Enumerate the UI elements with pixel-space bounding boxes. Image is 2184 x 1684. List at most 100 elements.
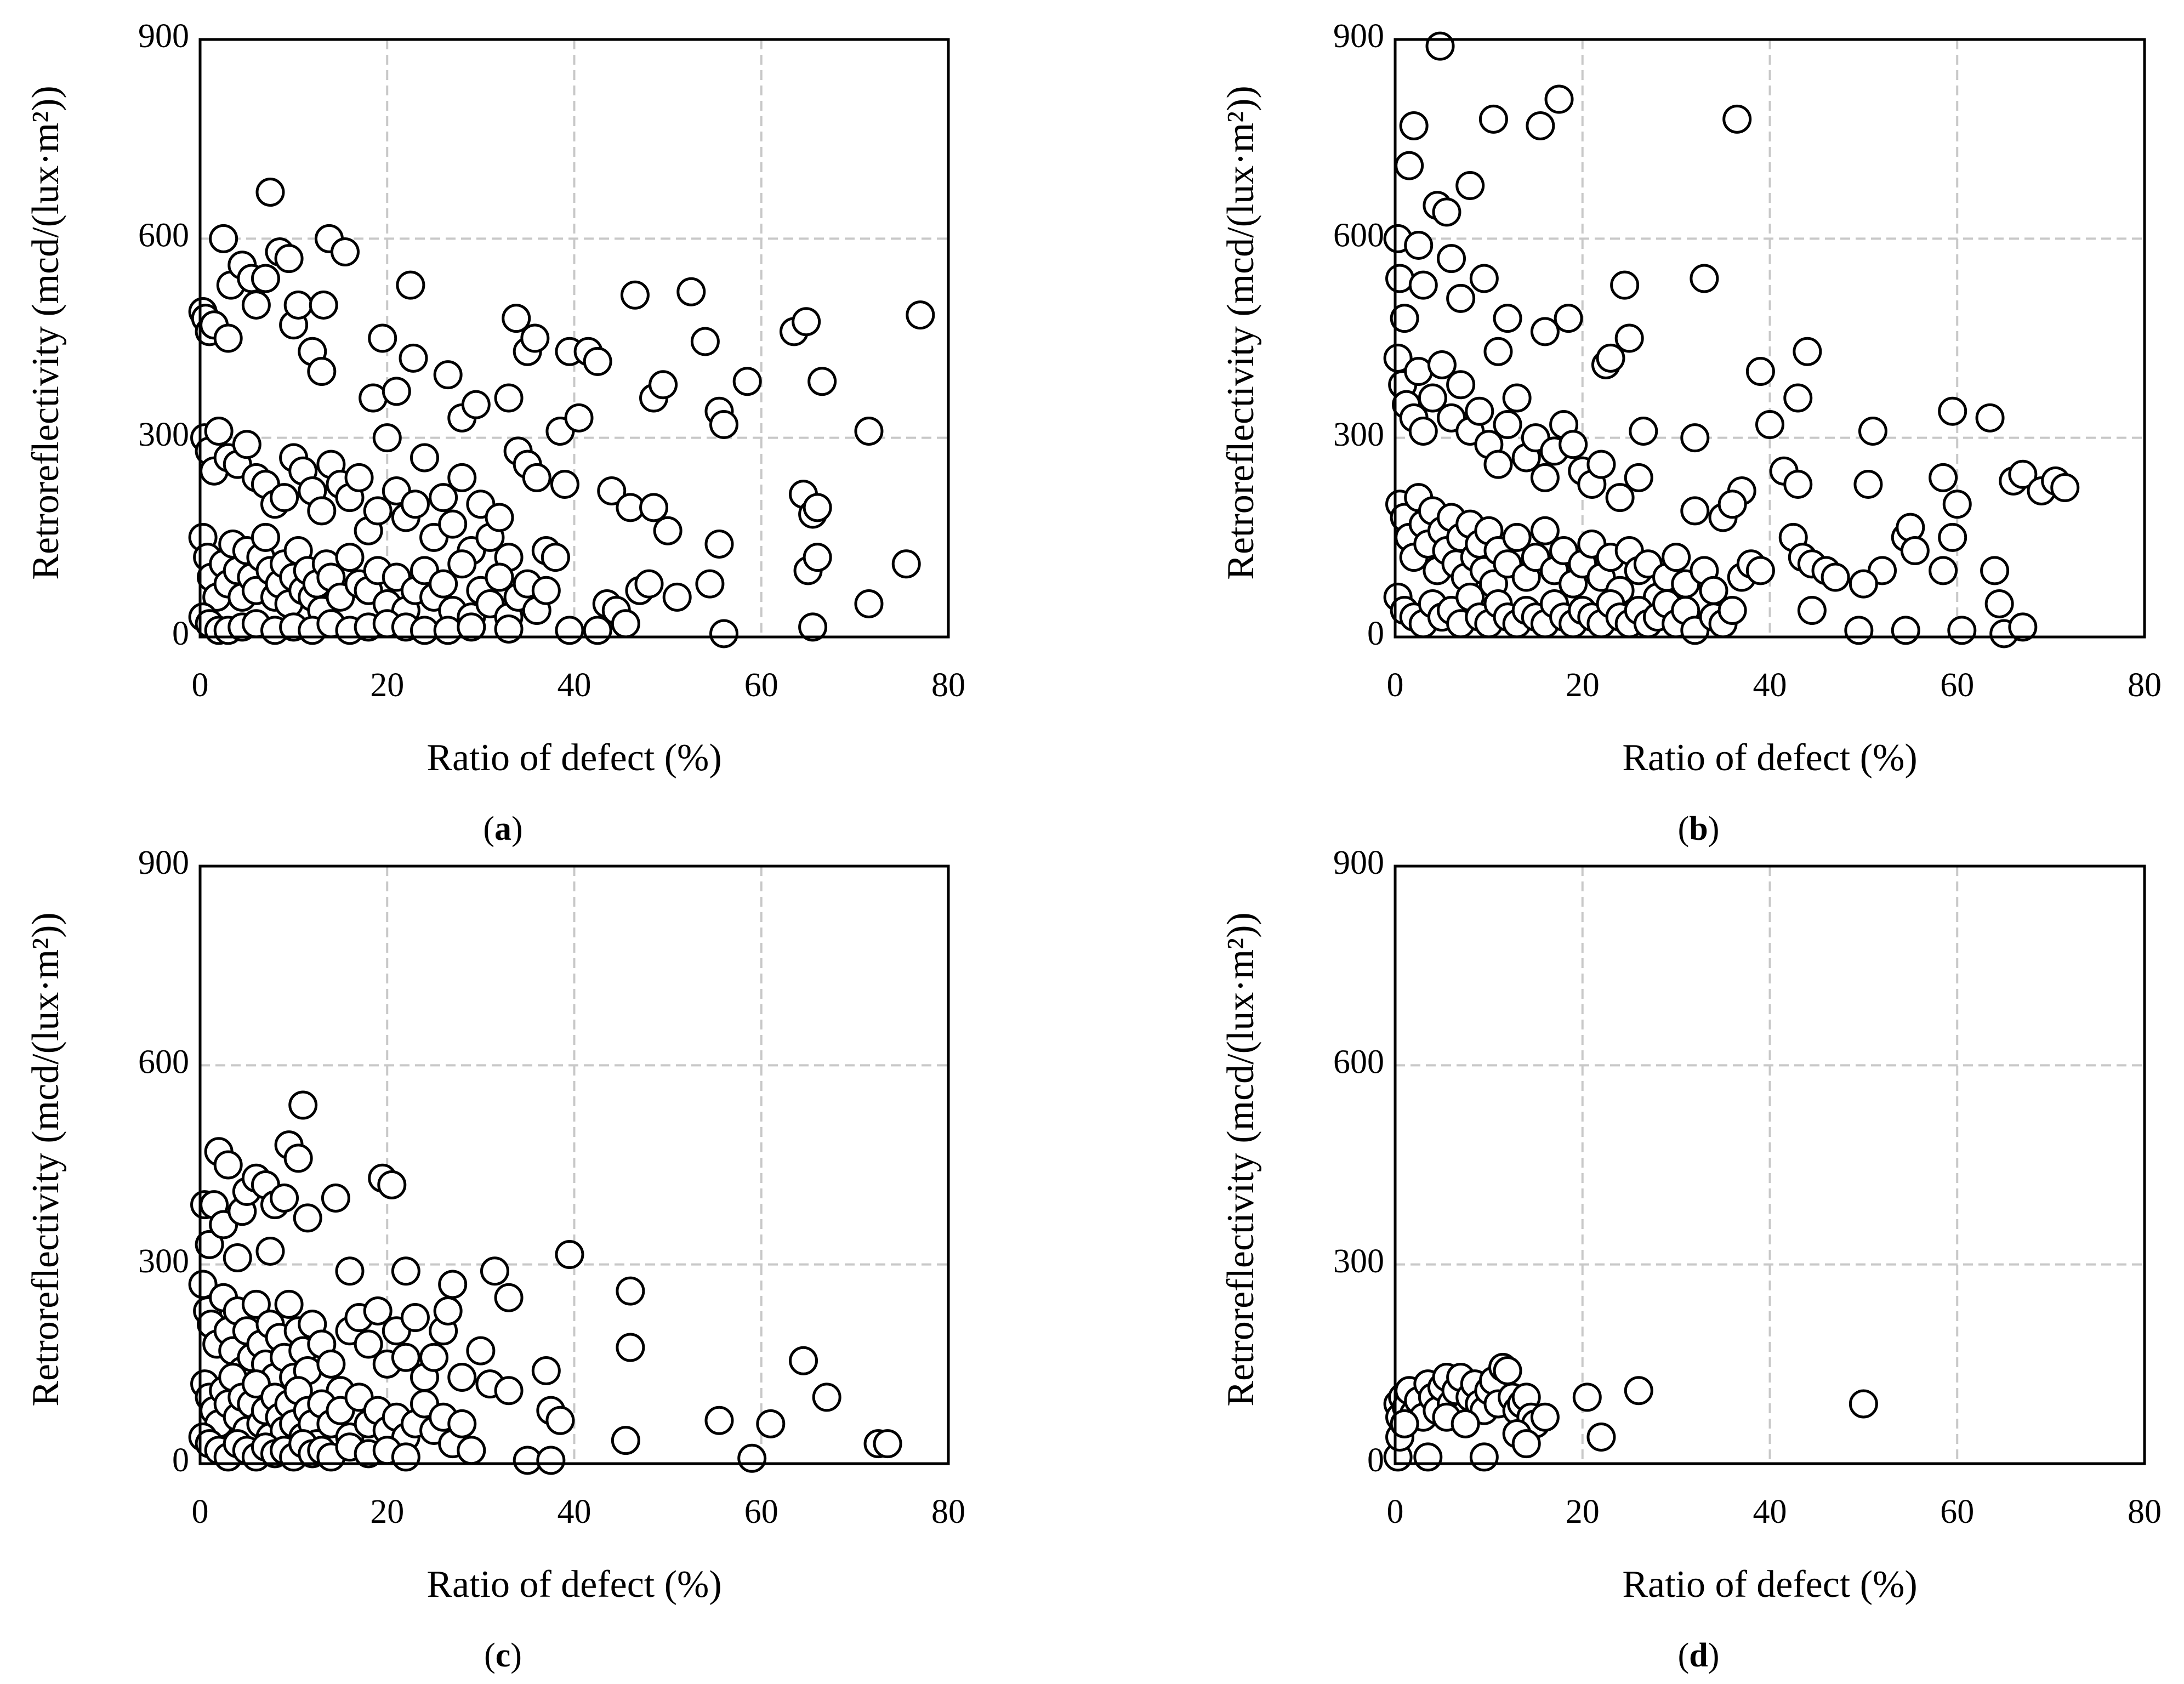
scatter-point — [400, 490, 430, 519]
scatter-point — [485, 562, 514, 592]
scatter-point — [1929, 556, 1958, 585]
scatter-point — [344, 463, 374, 492]
scatter-point — [1465, 396, 1494, 426]
scatter-point — [583, 616, 612, 645]
scatter-point — [457, 612, 486, 642]
scatter-point — [438, 509, 468, 539]
scatter-point — [433, 360, 463, 390]
scatter-point — [649, 370, 678, 400]
scatter-point — [494, 1283, 524, 1312]
scatter-point — [2050, 473, 2080, 502]
y-axis-title: Retroreflectivity (mcd/(lux·m²)) — [25, 86, 67, 580]
scatter-point — [1858, 417, 1887, 446]
scatter-point — [690, 327, 720, 356]
scatter-point — [1399, 111, 1429, 140]
scatter-point — [438, 1270, 468, 1299]
scatter-point — [270, 483, 299, 513]
scatter-point — [391, 1256, 420, 1286]
scatter-point — [520, 323, 550, 353]
scatter-point — [1502, 383, 1532, 413]
scatter-point — [1717, 490, 1747, 519]
scatter-point — [1586, 1423, 1616, 1452]
scatter-point — [307, 357, 337, 386]
x-tick-label: 20 — [1566, 667, 1600, 704]
scatter-point — [1432, 197, 1461, 227]
scatter-point — [2008, 459, 2038, 489]
scatter-series — [188, 178, 935, 648]
chart-panel-d: 0 20 40 60 80 0 300 600 900 Ratio of defect (%) Re… — [1220, 844, 2162, 1674]
scatter-point — [391, 1342, 420, 1372]
x-tick-label: 20 — [1566, 1493, 1600, 1531]
scatter-point — [502, 304, 531, 333]
scatter-point — [662, 582, 692, 612]
scatter-point — [1390, 1409, 1419, 1438]
scatter-point — [283, 1143, 313, 1173]
scatter-point — [676, 277, 706, 306]
scatter-point — [288, 1090, 318, 1120]
scatter-point — [1947, 616, 1977, 645]
scatter-point — [316, 1349, 346, 1379]
y-tick-label: 0 — [172, 615, 189, 652]
x-tick-label: 40 — [558, 1493, 592, 1531]
scatter-point — [368, 323, 397, 353]
scatter-point — [1455, 170, 1485, 200]
scatter-point — [1891, 616, 1920, 645]
scatter-point — [213, 1150, 243, 1180]
scatter-point — [803, 543, 832, 572]
scatter-point — [255, 178, 285, 207]
scatter-point — [1493, 409, 1522, 439]
scatter-point — [1511, 1429, 1541, 1459]
scatter-point — [704, 1406, 734, 1435]
y-tick-label: 900 — [1333, 844, 1384, 881]
scatter-point — [545, 1406, 575, 1435]
scatter-point — [223, 1243, 252, 1273]
scatter-point — [555, 1240, 584, 1269]
scatter-point — [1629, 417, 1658, 446]
plot-area-frame — [1394, 864, 2146, 1465]
scatter-point — [1717, 596, 1747, 625]
scatter-point — [536, 1446, 566, 1475]
plot-area-frame — [1394, 38, 2146, 639]
scatter-point — [1984, 589, 2014, 618]
scatter-point — [335, 1256, 365, 1286]
scatter-point — [1493, 1356, 1522, 1385]
x-tick-label: 20 — [370, 667, 404, 704]
scatter-point — [447, 1409, 477, 1438]
scatter-point — [209, 224, 238, 253]
scatter-point — [232, 430, 261, 459]
scatter-point — [732, 367, 762, 396]
scatter-point — [1596, 343, 1625, 373]
scatter-point — [363, 1296, 393, 1325]
y-axis-title: Retroreflectivity (mcd/(lux·m²)) — [1220, 86, 1262, 580]
scatter-point — [1446, 283, 1476, 313]
scatter-point — [309, 290, 338, 320]
scatter-point — [1427, 350, 1457, 379]
scatter-point — [400, 1303, 430, 1333]
scatter-point — [1797, 596, 1827, 625]
scatter-point — [1544, 84, 1574, 114]
scatter-point — [756, 1409, 786, 1438]
x-axis-title: Ratio of defect (%) — [1622, 1563, 1917, 1606]
scatter-point — [466, 1336, 496, 1366]
x-tick-label: 40 — [558, 667, 592, 704]
scatter-point — [1745, 556, 1775, 585]
scatter-point — [1783, 469, 1813, 499]
scatter-point — [653, 516, 682, 545]
x-tick-label: 40 — [1753, 667, 1787, 704]
scatter-point — [634, 569, 664, 599]
scatter-point — [531, 576, 561, 605]
y-tick-label: 300 — [138, 1243, 189, 1280]
scatter-point — [1853, 469, 1883, 499]
y-tick-label: 600 — [138, 1044, 189, 1081]
y-tick-label: 300 — [1333, 1243, 1384, 1280]
scatter-point — [457, 1436, 486, 1465]
scatter-point — [1662, 543, 1691, 572]
scatter-point — [906, 300, 935, 330]
x-tick-label: 80 — [931, 1493, 965, 1531]
scatter-point — [639, 493, 669, 522]
scatter-point — [1530, 317, 1560, 346]
scatter-point — [611, 609, 640, 639]
scatter-point — [447, 1363, 477, 1392]
scatter-point — [195, 1230, 224, 1259]
scatter-point — [1408, 417, 1438, 446]
